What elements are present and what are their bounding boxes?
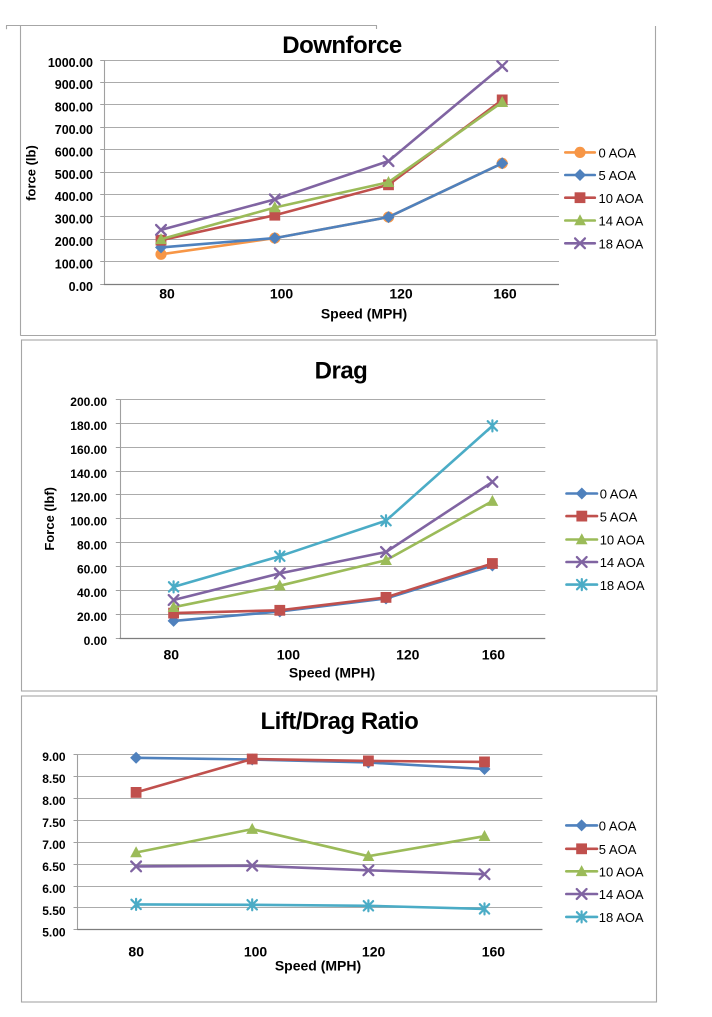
- svg-text:400.00: 400.00: [55, 190, 93, 204]
- svg-text:14 AOA: 14 AOA: [599, 887, 644, 902]
- svg-text:60.00: 60.00: [77, 562, 107, 576]
- svg-text:100: 100: [244, 944, 268, 960]
- svg-text:0.00: 0.00: [84, 634, 108, 648]
- svg-text:6.00: 6.00: [42, 882, 66, 896]
- svg-text:160.00: 160.00: [70, 443, 107, 457]
- svg-text:160: 160: [493, 286, 517, 302]
- svg-text:100.00: 100.00: [70, 515, 107, 529]
- svg-text:600.00: 600.00: [55, 145, 93, 159]
- svg-text:Lift/Drag Ratio: Lift/Drag Ratio: [260, 708, 418, 735]
- svg-text:5 AOA: 5 AOA: [599, 842, 637, 857]
- svg-text:10 AOA: 10 AOA: [599, 191, 644, 206]
- svg-text:Speed (MPH): Speed (MPH): [289, 665, 375, 681]
- svg-text:5.50: 5.50: [42, 904, 66, 918]
- svg-text:8.50: 8.50: [42, 772, 66, 786]
- svg-text:14 AOA: 14 AOA: [599, 214, 644, 229]
- svg-text:18 AOA: 18 AOA: [600, 578, 645, 593]
- svg-text:5 AOA: 5 AOA: [600, 509, 638, 524]
- svg-text:5.00: 5.00: [42, 926, 66, 940]
- svg-text:0 AOA: 0 AOA: [599, 819, 637, 834]
- svg-text:300.00: 300.00: [55, 213, 93, 227]
- svg-text:7.00: 7.00: [42, 838, 66, 852]
- svg-text:160: 160: [482, 944, 506, 960]
- svg-text:120.00: 120.00: [70, 491, 107, 505]
- svg-text:14 AOA: 14 AOA: [600, 555, 645, 570]
- svg-text:800.00: 800.00: [55, 101, 93, 115]
- svg-text:140.00: 140.00: [70, 467, 107, 481]
- svg-text:200.00: 200.00: [55, 235, 93, 249]
- svg-text:80: 80: [164, 647, 180, 663]
- svg-text:7.50: 7.50: [42, 816, 66, 830]
- svg-text:120: 120: [389, 286, 413, 302]
- svg-text:18 AOA: 18 AOA: [599, 237, 644, 252]
- svg-text:10 AOA: 10 AOA: [599, 865, 644, 880]
- svg-text:18 AOA: 18 AOA: [599, 910, 644, 925]
- svg-text:0 AOA: 0 AOA: [600, 487, 638, 502]
- svg-text:0 AOA: 0 AOA: [599, 146, 637, 161]
- svg-text:200.00: 200.00: [70, 395, 107, 409]
- svg-text:Speed (MPH): Speed (MPH): [275, 958, 361, 974]
- svg-text:0.00: 0.00: [69, 280, 93, 294]
- svg-text:100: 100: [270, 286, 294, 302]
- svg-text:100: 100: [277, 647, 301, 663]
- svg-text:120: 120: [362, 944, 386, 960]
- svg-text:8.00: 8.00: [42, 794, 66, 808]
- svg-text:900.00: 900.00: [55, 78, 93, 92]
- svg-text:force (lb): force (lb): [24, 145, 39, 201]
- svg-text:Downforce: Downforce: [282, 32, 402, 59]
- svg-text:120: 120: [396, 647, 420, 663]
- svg-text:80: 80: [128, 944, 144, 960]
- svg-text:500.00: 500.00: [55, 168, 93, 182]
- svg-text:6.50: 6.50: [42, 860, 66, 874]
- svg-text:80: 80: [159, 286, 175, 302]
- svg-text:10 AOA: 10 AOA: [600, 533, 645, 548]
- svg-text:1000.00: 1000.00: [48, 56, 93, 70]
- svg-text:Force (lbf): Force (lbf): [42, 487, 57, 551]
- svg-text:20.00: 20.00: [77, 610, 107, 624]
- svg-text:5 AOA: 5 AOA: [599, 168, 637, 183]
- svg-text:100.00: 100.00: [55, 257, 93, 271]
- svg-text:Speed (MPH): Speed (MPH): [321, 306, 407, 322]
- svg-text:80.00: 80.00: [77, 539, 107, 553]
- svg-text:40.00: 40.00: [77, 586, 107, 600]
- svg-text:700.00: 700.00: [55, 123, 93, 137]
- svg-text:160: 160: [482, 647, 506, 663]
- svg-text:Drag: Drag: [315, 358, 368, 385]
- svg-text:180.00: 180.00: [70, 419, 107, 433]
- svg-text:9.00: 9.00: [42, 750, 66, 764]
